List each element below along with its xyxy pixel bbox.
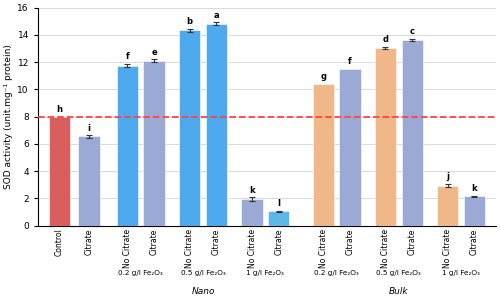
Text: 0.2 g/l Fe₂O₃: 0.2 g/l Fe₂O₃ (118, 270, 163, 276)
Text: Bulk: Bulk (389, 287, 408, 296)
Text: k: k (472, 184, 478, 193)
Text: c: c (410, 27, 414, 36)
Bar (312, 84, 334, 226)
Text: Nano: Nano (192, 287, 215, 296)
Text: 0.2 g/l Fe₂O₃: 0.2 g/l Fe₂O₃ (314, 270, 359, 276)
Text: 0.5 g/l Fe₂O₃: 0.5 g/l Fe₂O₃ (180, 270, 226, 276)
Text: 1 g/l Fe₂O₃: 1 g/l Fe₂O₃ (246, 270, 284, 276)
Bar (402, 40, 423, 226)
Text: i: i (88, 124, 90, 133)
Text: d: d (382, 35, 388, 44)
Bar (117, 66, 138, 226)
Text: e: e (152, 48, 157, 57)
Text: k: k (249, 185, 255, 194)
Bar (242, 199, 262, 226)
Text: f: f (348, 57, 352, 66)
Text: f: f (126, 52, 130, 62)
Bar (78, 136, 100, 226)
Bar (179, 30, 201, 226)
Text: h: h (56, 105, 62, 114)
Text: a: a (214, 11, 219, 20)
Bar (206, 24, 227, 226)
Y-axis label: SOD activity (unit.mg⁻¹ protein): SOD activity (unit.mg⁻¹ protein) (4, 44, 13, 189)
Text: g: g (320, 72, 326, 81)
Bar (464, 196, 485, 226)
Text: b: b (186, 17, 192, 26)
Bar (339, 69, 360, 226)
Bar (268, 212, 289, 226)
Bar (144, 61, 165, 226)
Bar (437, 185, 458, 226)
Text: l: l (277, 199, 280, 208)
Text: 0.5 g/l Fe₂O₃: 0.5 g/l Fe₂O₃ (376, 270, 421, 276)
Text: j: j (446, 172, 450, 182)
Bar (48, 117, 70, 226)
Bar (375, 48, 396, 226)
Text: 1 g/l Fe₂O₃: 1 g/l Fe₂O₃ (442, 270, 480, 276)
